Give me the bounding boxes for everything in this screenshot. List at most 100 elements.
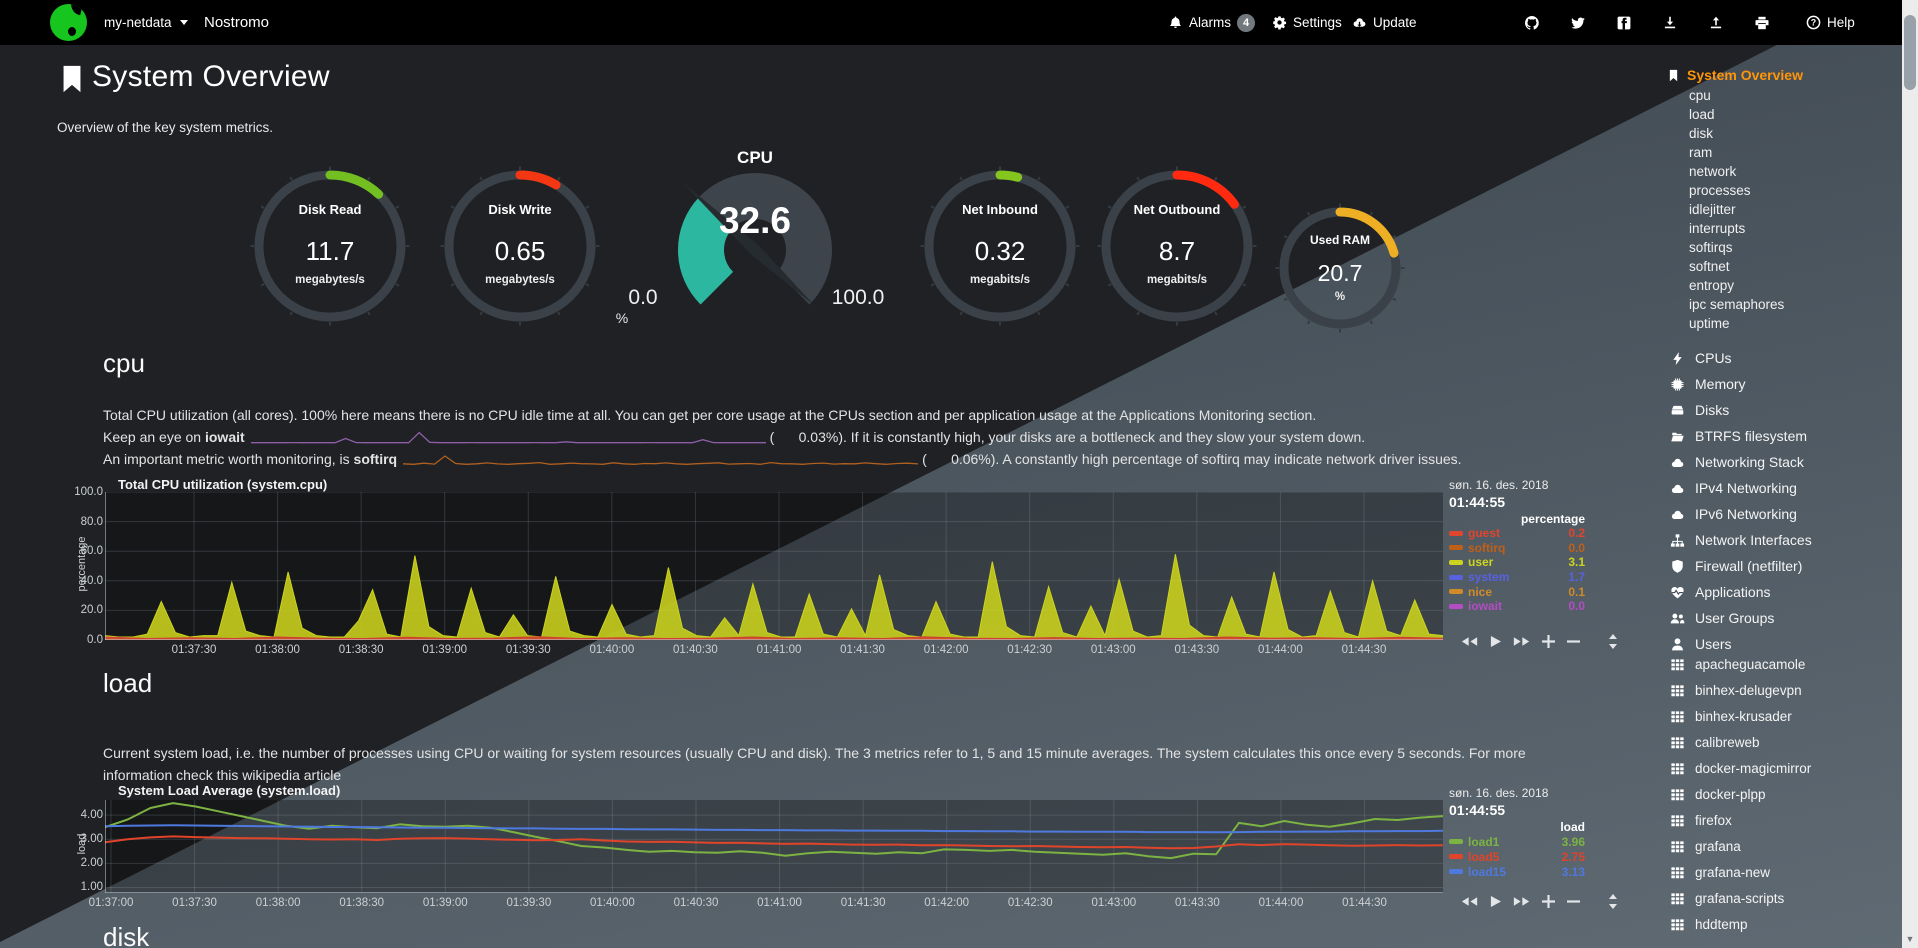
sidebar-item[interactable]: grafana-new [1665,859,1897,885]
legend-row[interactable]: user 3.1 [1449,555,1585,570]
sidebar-item[interactable]: processes [1689,183,1751,198]
legend-row[interactable]: load1 3.96 [1449,834,1585,849]
sidebar-item[interactable]: Users [1665,631,1897,657]
axis-tick-label: 01:40:00 [589,644,635,656]
gauge-used-ram[interactable]: Used RAM 20.7% [1275,203,1405,333]
legend-row[interactable]: load5 2.75 [1449,849,1585,864]
gauge-net-outbound[interactable]: Net Outbound 8.7 megabits/s [1097,166,1257,326]
netdata-logo[interactable] [50,4,87,41]
sidebar-item[interactable]: binhex-krusader [1665,703,1897,729]
sidebar-item[interactable]: Networking Stack [1665,449,1897,475]
axis-tick-label: 01:41:00 [757,897,802,909]
legend-row[interactable]: guest 0.2 [1449,526,1585,541]
sidebar-item[interactable]: softirqs [1689,240,1733,255]
page-subtitle: Overview of the key system metrics. [57,120,274,135]
facebook-icon[interactable] [1616,15,1632,31]
gauge-disk-write[interactable]: Disk Write 0.65 megabytes/s [440,166,600,326]
gauge-label: Net Outbound [1133,202,1221,217]
cpu-chart-canvas[interactable] [104,491,1444,641]
resize-icon[interactable] [1608,894,1618,909]
print-icon[interactable] [1754,15,1770,31]
twitter-icon[interactable] [1570,15,1586,31]
download-icon[interactable] [1662,15,1678,31]
sidebar-item[interactable]: Network Interfaces [1665,527,1897,553]
sidebar-item[interactable]: docker-plpp [1665,781,1897,807]
sidebar-item[interactable]: Memory [1665,371,1897,397]
pan-forward-icon[interactable] [1513,636,1530,647]
gauge-label: Used RAM [1309,233,1370,247]
sidebar-item[interactable]: Disks [1665,397,1897,423]
update-button[interactable]: Update [1352,0,1417,45]
sidebar-item[interactable]: network [1689,164,1737,179]
sidebar-item[interactable]: disk [1689,126,1714,141]
wikipedia-link[interactable]: wikipedia article [242,767,342,783]
cpu-chart: Total CPU utilization (system.cpu) søn. … [74,476,1617,656]
legend-row[interactable]: nice 0.1 [1449,584,1585,599]
cloud-icon [1668,455,1686,470]
sidebar-item[interactable]: Applications [1665,579,1897,605]
github-icon[interactable] [1524,15,1540,31]
cloud-icon [1668,481,1686,496]
play-icon[interactable] [1490,896,1501,907]
zoom-in-icon[interactable] [1542,635,1555,648]
gauge-unit: megabits/s [1146,274,1208,286]
legend-row[interactable]: load15 3.13 [1449,864,1585,879]
sidebar-item[interactable]: hddtemp [1665,911,1897,937]
page-scrollbar[interactable]: ▼ [1902,0,1918,948]
pan-forward-icon[interactable] [1513,896,1530,907]
zoom-in-icon[interactable] [1542,895,1555,908]
resize-icon[interactable] [1608,634,1618,649]
alarms-button[interactable]: Alarms 4 [1168,0,1256,45]
sidebar-item[interactable]: grafana-scripts [1665,885,1897,911]
sidebar-item[interactable]: Firewall (netfilter) [1665,553,1897,579]
gauge-value: 0.65 [494,236,546,266]
sidebar-item[interactable]: cpu [1689,88,1711,103]
sidebar-item-system-overview[interactable]: System Overview [1667,64,1897,86]
sidebar-item[interactable]: grafana [1665,833,1897,859]
sidebar-item[interactable]: ipc semaphores [1689,297,1785,312]
sidebar-item[interactable]: idlejitter [1689,202,1736,217]
sidebar-item[interactable]: load [1689,107,1715,122]
scrollbar-thumb[interactable] [1904,15,1916,90]
sidebar-item[interactable]: docker-magicmirror [1665,755,1897,781]
legend-row[interactable]: iowait 0.0 [1449,599,1585,614]
logo-notch [68,4,84,16]
legend-units: load [1560,820,1585,834]
softirq-value: 0.06% [951,451,991,467]
legend-row[interactable]: softirq 0.0 [1449,541,1585,556]
pan-backward-icon[interactable] [1461,636,1478,647]
play-icon[interactable] [1490,636,1501,647]
sidebar-item[interactable]: ram [1689,145,1713,160]
cpu-gauge[interactable]: CPU 32.6 0.0 100.0 % [615,148,895,330]
sidebar-item[interactable]: softnet [1689,259,1730,274]
scroll-down-icon[interactable]: ▼ [1905,934,1915,944]
upload-icon[interactable] [1708,15,1724,31]
softirq-sparkline[interactable] [403,451,919,467]
help-button[interactable]: ? Help [1806,0,1855,45]
sidebar-item[interactable]: IPv4 Networking [1665,475,1897,501]
bolt-icon [1668,351,1686,366]
legend-row[interactable]: system 1.7 [1449,570,1585,585]
sidebar-item[interactable]: IPv6 Networking [1665,501,1897,527]
sidebar-menu: System Overview cpu load disk ram network pro… [1665,50,1897,948]
sidebar-item[interactable]: CPUs [1665,345,1897,371]
zoom-out-icon[interactable] [1567,895,1580,908]
load-chart-canvas[interactable] [104,800,1444,893]
sidebar-item[interactable]: firefox [1665,807,1897,833]
axis-tick-label: 01:39:00 [422,897,468,909]
sidebar-item[interactable]: BTRFS filesystem [1665,423,1897,449]
sidebar-item[interactable]: calibreweb [1665,729,1897,755]
server-dropdown[interactable]: my-netdata [104,0,188,45]
settings-button[interactable]: Settings [1272,0,1342,45]
sidebar-item[interactable]: binhex-delugevpn [1665,677,1897,703]
sidebar-item[interactable]: uptime [1689,316,1730,331]
sidebar-item[interactable]: interrupts [1689,221,1746,236]
sidebar-item[interactable]: User Groups [1665,605,1897,631]
zoom-out-icon[interactable] [1567,635,1580,648]
gauge-net-inbound[interactable]: Net Inbound 0.32 megabits/s [920,166,1080,326]
iowait-sparkline[interactable] [250,429,766,445]
sidebar-item[interactable]: apacheguacamole [1665,651,1897,677]
sidebar-item[interactable]: entropy [1689,278,1735,293]
pan-backward-icon[interactable] [1461,896,1478,907]
gauge-disk-read[interactable]: Disk Read 11.7 megabytes/s [250,166,410,326]
